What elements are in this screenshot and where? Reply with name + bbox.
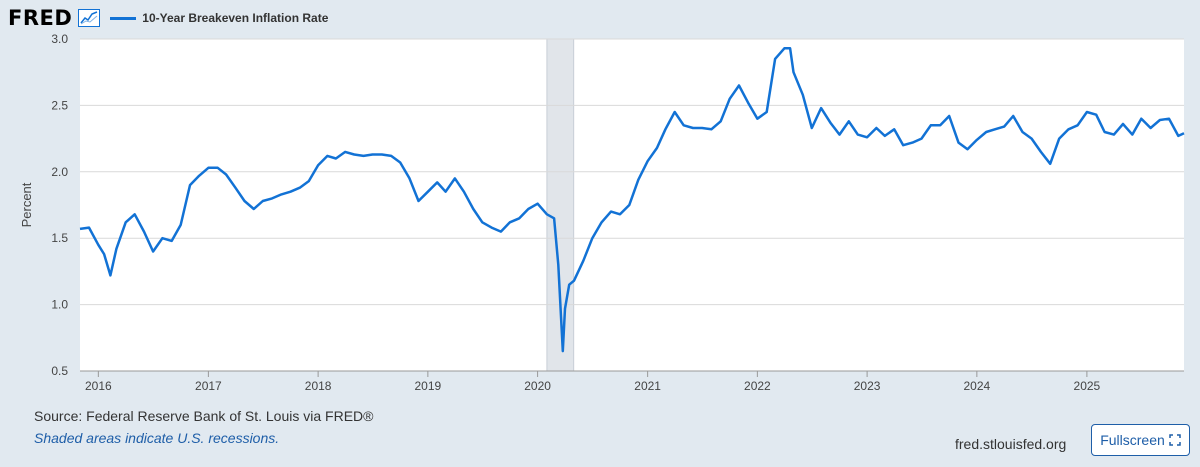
- chart-header: FRED 10-Year Breakeven Inflation Rate: [8, 4, 328, 32]
- x-tick-label: 2019: [415, 379, 442, 393]
- fred-logo[interactable]: FRED: [8, 6, 73, 30]
- y-tick-label: 2.0: [51, 165, 68, 179]
- fullscreen-button[interactable]: Fullscreen: [1091, 424, 1190, 456]
- x-tick-label: 2018: [305, 379, 332, 393]
- chart-area: 0.5 1.0 1.5 2.0 2.5 3.0 2016 2017 2018 2019 2020 20…: [0, 28, 1200, 398]
- legend-label: 10-Year Breakeven Inflation Rate: [142, 11, 329, 25]
- x-tick-label: 2022: [744, 379, 771, 393]
- x-tick-label: 2023: [854, 379, 881, 393]
- x-tick-label: 2021: [634, 379, 661, 393]
- legend-swatch: [110, 16, 137, 20]
- line-graph-icon: [78, 9, 101, 27]
- x-tick-label: 2017: [195, 379, 222, 393]
- y-tick-label: 2.5: [51, 98, 68, 112]
- y-tick-label: 1.5: [51, 231, 68, 245]
- expand-icon: [1169, 434, 1181, 446]
- line-chart[interactable]: 0.5 1.0 1.5 2.0 2.5 3.0 2016 2017 2018 2019 2020 20…: [0, 28, 1200, 398]
- chart-legend: 10-Year Breakeven Inflation Rate: [110, 11, 328, 25]
- fullscreen-label: Fullscreen: [1100, 432, 1165, 448]
- site-url: fred.stlouisfed.org: [955, 436, 1067, 452]
- x-tick-label: 2016: [85, 379, 112, 393]
- recession-note: Shaded areas indicate U.S. recessions.: [34, 430, 280, 446]
- x-tick-label: 2024: [963, 379, 990, 393]
- y-axis-label: Percent: [19, 182, 34, 227]
- y-tick-label: 0.5: [51, 364, 68, 378]
- x-tick-label: 2020: [524, 379, 551, 393]
- source-note: Source: Federal Reserve Bank of St. Loui…: [34, 408, 374, 424]
- series-line: [79, 47, 1185, 353]
- plot-background: [80, 39, 1184, 371]
- y-tick-label: 1.0: [51, 298, 68, 312]
- y-tick-label: 3.0: [51, 32, 68, 46]
- x-tick-label: 2025: [1074, 379, 1101, 393]
